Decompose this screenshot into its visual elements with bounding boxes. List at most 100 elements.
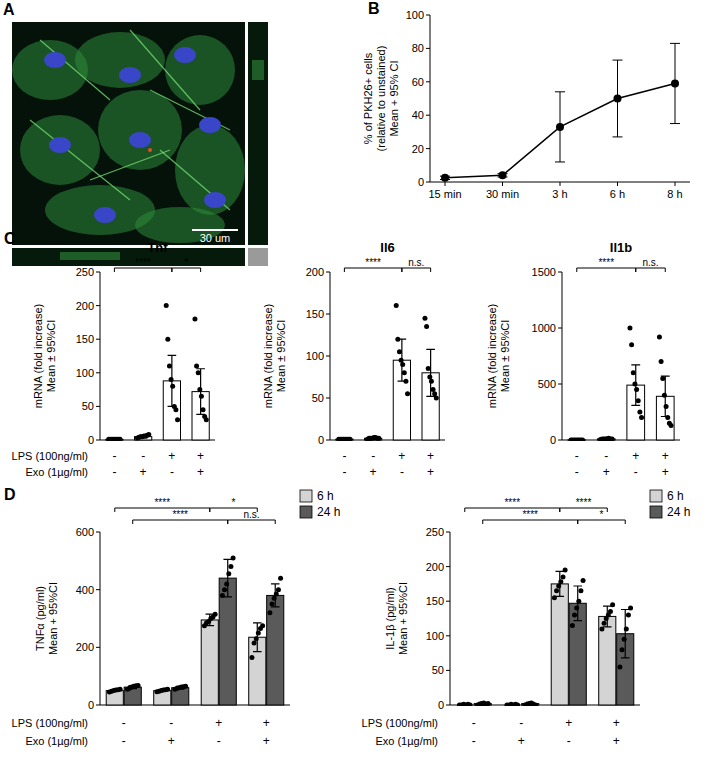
error-bar: [271, 584, 280, 607]
condition-sign: -: [400, 465, 404, 479]
x-tick: [560, 182, 561, 186]
condition-sign: -: [575, 449, 579, 463]
significance-label: ****: [598, 257, 614, 268]
y-tick: [426, 81, 430, 82]
y-axis-label: Mean + 95%CI: [397, 582, 409, 655]
legend-label: 24 h: [317, 505, 340, 519]
data-point: [394, 303, 399, 308]
data-point: [175, 417, 180, 422]
image-corner: [248, 248, 268, 266]
y-tick: [96, 272, 100, 273]
significance-bracket: [483, 520, 578, 524]
data-point: [622, 637, 627, 642]
data-point: [228, 564, 233, 569]
condition-sign: -: [342, 449, 346, 463]
plot-area: [106, 303, 210, 441]
condition-sign: +: [613, 716, 620, 730]
significance-label: n.s.: [243, 509, 259, 520]
marker: [556, 123, 564, 131]
nucleus: [174, 47, 196, 63]
data-point: [632, 382, 637, 387]
data-point: [201, 407, 206, 412]
significance-label: n.s.: [642, 257, 658, 268]
y-axis: [450, 532, 451, 705]
error-bar: [128, 686, 137, 689]
significance-bracket: [115, 508, 210, 512]
condition-sign: -: [112, 465, 116, 479]
y-tick: [558, 272, 562, 273]
y-tick-label: 200: [76, 641, 94, 653]
data-point: [197, 387, 202, 392]
condition-sign: +: [168, 449, 175, 463]
x-tick-label: 8 h: [667, 188, 682, 200]
y-tick-label: 150: [306, 308, 324, 320]
cell: [20, 115, 100, 185]
data-point: [146, 432, 151, 437]
plot-area: [568, 326, 674, 442]
significance-label: *: [232, 497, 236, 508]
data-point: [376, 436, 381, 441]
data-point: [570, 623, 575, 628]
error-bar: [398, 339, 407, 381]
significance-bracket: [344, 268, 402, 272]
data-point: [574, 606, 579, 611]
y-tick: [426, 182, 430, 183]
y-tick: [326, 272, 330, 273]
data-point: [581, 578, 586, 583]
y-tick-label: 40: [412, 109, 424, 121]
cell-process: [30, 120, 130, 200]
nucleus: [44, 52, 66, 68]
condition-sign: -: [519, 716, 523, 730]
y-tick: [426, 148, 430, 149]
error-bar: [621, 610, 630, 658]
y-tick: [96, 372, 100, 373]
data-point: [267, 610, 272, 615]
y-axis-label: Mean + 95%CI: [47, 582, 59, 655]
cell-process: [90, 150, 170, 180]
y-tick-label: 400: [76, 584, 94, 596]
y-tick: [96, 339, 100, 340]
y-axis-label: mRNA (fold increase): [262, 304, 274, 409]
scale-bar: [192, 229, 238, 231]
data-point: [276, 587, 281, 592]
condition-sign: +: [140, 465, 147, 479]
y-tick-label: 0: [88, 434, 94, 446]
condition-sign: -: [122, 716, 126, 730]
condition-sign: +: [215, 716, 222, 730]
figure: A30 umB% of PKH26+ cells(relative to uns…: [0, 0, 709, 781]
data-point: [631, 370, 636, 375]
data-point: [254, 636, 259, 641]
bar: [201, 620, 218, 705]
y-tick-label: 60: [412, 76, 424, 88]
data-point: [194, 364, 199, 369]
legend-swatch: [300, 506, 312, 518]
significance-label: ****: [154, 497, 170, 508]
condition-sign: -: [472, 716, 476, 730]
y-tick: [96, 305, 100, 306]
bar: [599, 616, 616, 705]
data-point: [665, 415, 670, 420]
y-tick: [446, 566, 450, 567]
legend-swatch: [650, 490, 662, 502]
y-tick-label: 500: [538, 378, 556, 390]
data-point: [602, 621, 607, 626]
data-point: [626, 613, 631, 618]
significance-bracket: [402, 268, 431, 272]
nucleus: [199, 117, 221, 133]
data-point: [639, 415, 644, 420]
error-bar: [158, 690, 167, 692]
data-point: [165, 337, 170, 342]
data-point: [429, 379, 434, 384]
data-point: [204, 417, 209, 422]
slice-signal: [60, 252, 120, 260]
significance-bracket: [228, 520, 276, 524]
data-point: [169, 377, 174, 382]
significance-bracket: [578, 520, 626, 524]
y-axis-label: (relative to unstained): [375, 46, 387, 152]
y-tick-label: 20: [412, 143, 424, 155]
data-point: [249, 655, 254, 660]
data-point: [274, 591, 279, 596]
panel-label: C: [4, 230, 16, 247]
plot-area: [457, 568, 634, 706]
y-tick: [96, 406, 100, 407]
